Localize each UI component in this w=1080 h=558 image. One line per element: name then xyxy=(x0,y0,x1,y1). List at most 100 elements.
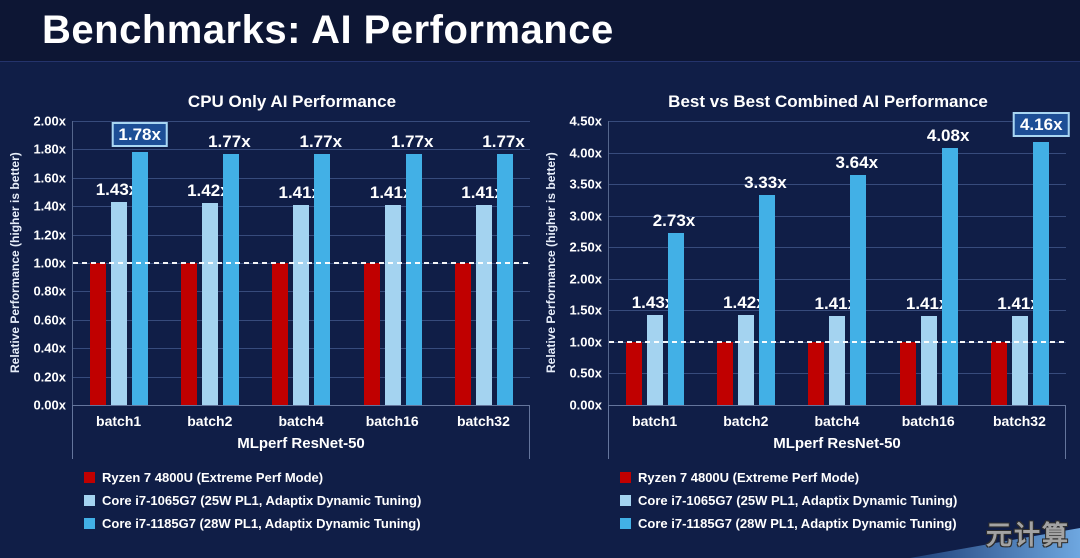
bar xyxy=(89,263,106,405)
y-axis-title: Relative Performance (higher is better) xyxy=(8,152,22,374)
legend-item: Ryzen 7 4800U (Extreme Perf Mode) xyxy=(620,470,1076,485)
y-tick-label: 0.80x xyxy=(33,283,66,299)
category-label: batch32 xyxy=(992,412,1046,429)
slide-header: Benchmarks: AI Performance xyxy=(0,0,1080,62)
bar-group: 1.41x 1.77x xyxy=(272,121,342,405)
bar-value-label: 4.16x xyxy=(1012,112,1070,138)
watermark: 元计算 xyxy=(985,520,1070,550)
gridline xyxy=(609,247,1066,249)
legend-label: Ryzen 7 4800U (Extreme Perf Mode) xyxy=(638,470,860,485)
bar xyxy=(625,341,642,405)
bar-value-label: 1.41x xyxy=(997,294,1040,314)
bar-value-label: 1.41x xyxy=(369,182,413,202)
y-tick-label: 1.00x xyxy=(33,255,66,271)
bar-group: 1.41x 4.16x xyxy=(991,112,1070,405)
bar: 1.41x xyxy=(814,295,857,405)
legend-swatch xyxy=(620,518,631,529)
legend-item: Ryzen 7 4800U (Extreme Perf Mode) xyxy=(84,470,540,485)
bar-value-label: 1.41x xyxy=(814,294,858,314)
gridline xyxy=(73,177,530,179)
y-tick-label: 0.40x xyxy=(33,340,66,356)
x-axis: batch1 batch2 batch4 batch16 batch32 MLperf … xyxy=(72,405,530,459)
gridline xyxy=(609,278,1066,280)
legend-item: Core i7-1065G7 (25W PL1, Adaptix Dynamic… xyxy=(620,493,1076,508)
bar xyxy=(991,341,1008,405)
bar: 4.16x xyxy=(1012,112,1070,405)
chart-body: Relative Performance (higher is better) … xyxy=(540,112,1076,413)
bar xyxy=(717,341,734,405)
bar: 4.08x xyxy=(927,127,969,405)
chart-title: CPU Only AI Performance xyxy=(187,92,397,111)
bar-value-label: 3.64x xyxy=(835,153,879,173)
bar-group: 1.41x 3.64x xyxy=(808,121,878,405)
y-tick-label: 1.60x xyxy=(33,170,66,186)
gridline xyxy=(609,121,1066,122)
category-label: batch32 xyxy=(456,412,510,429)
baseline-dashed-line xyxy=(73,262,530,264)
gridline xyxy=(73,149,530,151)
legend-label: Core i7-1065G7 (25W PL1, Adaptix Dynamic… xyxy=(102,493,422,508)
y-tick-label: 0.20x xyxy=(33,369,66,385)
bar-groups: 1.43x 1.78x 1.42x 1.77x 1.41x 1.77x 1.41x 1.77x… xyxy=(73,121,530,405)
y-tick-label: 0.60x xyxy=(33,312,66,328)
bar: 1.43x xyxy=(96,181,138,405)
legend: Ryzen 7 4800U (Extreme Perf Mode) Core i7… xyxy=(620,470,1076,531)
x-axis-title: MLperf ResNet-50 xyxy=(237,435,365,453)
y-tick-label: 0.50x xyxy=(569,365,602,381)
bar-value-label: 1.77x xyxy=(390,131,434,151)
x-axis: batch1 batch2 batch4 batch16 batch32 MLperf … xyxy=(608,405,1066,459)
charts-row: CPU Only AI Performance Relative Perform… xyxy=(0,62,1080,531)
category-label: batch4 xyxy=(278,412,324,429)
bar xyxy=(363,263,380,405)
y-tick-label: 1.50x xyxy=(569,302,602,318)
bar: 1.41x xyxy=(906,295,948,405)
bar-value-label: 1.77x xyxy=(208,131,251,151)
bar: 1.42x xyxy=(723,294,766,405)
chart-cpu-only-ai-performance: CPU Only AI Performance Relative Perform… xyxy=(4,62,540,531)
bar xyxy=(272,263,289,405)
bar: 1.78x xyxy=(111,122,168,405)
bar-value-label: 3.33x xyxy=(744,172,787,192)
bar: 1.41x xyxy=(461,184,504,405)
chart-best-vs-best-combined-ai-performance: Best vs Best Combined AI Performance Rel… xyxy=(540,62,1076,531)
gridline xyxy=(73,121,530,122)
plot-area: 1.43x 1.78x 1.42x 1.77x 1.41x 1.77x 1.41x 1.77x… xyxy=(72,121,530,405)
chart-body: Relative Performance (higher is better) … xyxy=(4,114,540,413)
bar-group: 1.41x 1.77x xyxy=(455,121,525,405)
bar-value-label: 1.41x xyxy=(905,294,949,314)
legend-item: Core i7-1065G7 (25W PL1, Adaptix Dynamic… xyxy=(84,493,540,508)
bar-group: 1.42x 1.77x xyxy=(181,121,251,405)
y-tick-label: 4.00x xyxy=(569,145,602,161)
bar: 1.77x xyxy=(391,133,433,405)
legend-swatch xyxy=(84,495,95,506)
y-tick-label: 0.00x xyxy=(33,397,66,413)
bar: 1.42x xyxy=(187,182,230,405)
y-ticks: 0.00x 0.50x 1.00x 1.50x 2.00x 2.50x 3.00x 3.50x… xyxy=(562,114,608,413)
category-label: batch4 xyxy=(814,412,860,429)
x-axis-title: MLperf ResNet-50 xyxy=(773,435,901,453)
legend-swatch xyxy=(620,472,631,483)
y-tick-label: 1.40x xyxy=(33,198,66,214)
legend: Ryzen 7 4800U (Extreme Perf Mode) Core i7… xyxy=(84,470,540,531)
legend-label: Ryzen 7 4800U (Extreme Perf Mode) xyxy=(102,470,324,485)
bar: 2.73x xyxy=(653,212,695,405)
bar-groups: 1.43x 2.73x 1.42x 3.33x 1.41x 3.64x 1.41x 4.08x… xyxy=(609,112,1070,405)
bar xyxy=(181,263,198,405)
bar-value-label: 1.43x xyxy=(631,292,675,312)
category-label: batch1 xyxy=(632,412,678,429)
legend-item: Core i7-1185G7 (28W PL1, Adaptix Dynamic… xyxy=(84,516,540,531)
bar: 3.33x xyxy=(744,174,787,405)
category-labels: batch1 batch2 batch4 batch16 batch32 xyxy=(609,413,1065,429)
y-tick-label: 2.00x xyxy=(33,113,66,129)
category-label: batch1 xyxy=(96,412,142,429)
bar-group: 1.43x 1.78x xyxy=(89,121,168,405)
bar: 1.43x xyxy=(632,294,674,405)
bar-value-label: 4.08x xyxy=(926,125,970,145)
legend-item: Core i7-1185G7 (28W PL1, Adaptix Dynamic… xyxy=(620,516,1076,531)
bar: 1.41x xyxy=(997,295,1040,405)
y-tick-label: 2.00x xyxy=(569,271,602,287)
baseline-dashed-line xyxy=(609,340,1066,343)
y-tick-label: 1.80x xyxy=(33,141,66,157)
legend-swatch xyxy=(84,518,95,529)
y-tick-label: 1.00x xyxy=(569,334,602,350)
